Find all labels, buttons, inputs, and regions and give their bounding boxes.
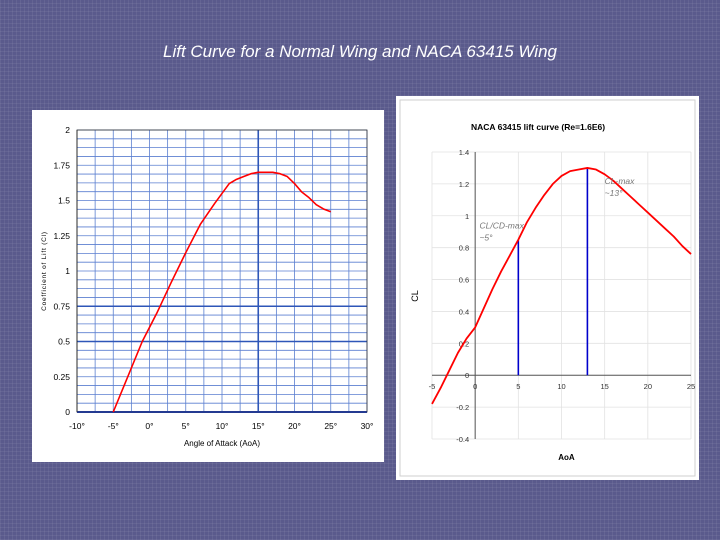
y-tick-label: 0.75 [53, 301, 70, 311]
x-tick-label: 10° [216, 421, 229, 431]
normal-wing-chart-panel: 0 0.25 0.5 0.75 1 1.25 1.5 1.75 2 -10° -5° 0° 5° 10° 1… [32, 110, 384, 462]
y-tick-label: 1.25 [53, 231, 70, 241]
y-tick-label: 0.8 [459, 244, 469, 253]
naca-63415-lift-chart: NACA 63415 lift curve (Re=1.6E6) -0.4 -0.2… [399, 99, 696, 477]
x-axis-label: Angle of Attack (AoA) [184, 439, 260, 448]
y-tick-label: 1.75 [53, 160, 70, 170]
x-tick-label: 10 [557, 382, 565, 391]
x-tick-label: 5° [182, 421, 190, 431]
y-tick-label: 1 [65, 266, 70, 276]
x-tick-label: 15° [252, 421, 265, 431]
slide-title: Lift Curve for a Normal Wing and NACA 63… [162, 42, 557, 61]
x-tick-label: 25° [324, 421, 337, 431]
x-tick-label: 20 [644, 382, 652, 391]
series-line-normal-wing [112, 171, 332, 413]
normal-wing-lift-chart: 0 0.25 0.5 0.75 1 1.25 1.5 1.75 2 -10° -5° 0° 5° 10° 1… [41, 125, 374, 448]
x-tick-label: 25 [687, 382, 695, 391]
chart-outer-frame [399, 99, 696, 477]
y-tick-label: 0.6 [459, 276, 469, 285]
x-tick-label: -10° [69, 421, 85, 431]
x-tick-label: 5 [516, 382, 520, 391]
y-tick-label: -0.4 [456, 435, 469, 444]
x-tick-label: 15 [600, 382, 608, 391]
x-tick-label: 20° [288, 421, 301, 431]
annotation-cl-max: CL-max [605, 176, 636, 186]
y-tick-label: 1 [465, 212, 469, 221]
y-tick-label: 0 [465, 371, 469, 380]
y-tick-label: 1.4 [459, 148, 469, 157]
y-tick-label: 2 [65, 125, 70, 135]
y-tick-label: 1.2 [459, 180, 469, 189]
y-tick-label: -0.2 [456, 403, 469, 412]
y-tick-label: 0.5 [58, 337, 70, 347]
annotation-cl-max: ~13° [605, 188, 623, 198]
x-tick-label: 0° [145, 421, 153, 431]
y-tick-label: 0.25 [53, 372, 70, 382]
plot-frame [76, 129, 368, 413]
annotation-cl-cd-max: CL/CD-max [479, 221, 524, 231]
chart-title: NACA 63415 lift curve (Re=1.6E6) [471, 122, 605, 132]
x-tick-label: -5° [108, 421, 119, 431]
x-tick-label: 30° [361, 421, 374, 431]
naca-chart-panel: NACA 63415 lift curve (Re=1.6E6) -0.4 -0.2… [396, 96, 699, 480]
series-line-naca-63415 [431, 167, 692, 405]
x-tick-label: -5 [429, 382, 436, 391]
y-axis-label: CL [410, 290, 420, 302]
x-axis-label: AoA [558, 453, 575, 462]
y-axis-label: Coefficient of Lift (Cl) [41, 231, 48, 311]
y-tick-label: 0.4 [459, 307, 469, 316]
annotation-cl-cd-max: ~5° [479, 233, 493, 243]
y-tick-label: 0 [65, 407, 70, 417]
y-tick-label: 1.5 [58, 196, 70, 206]
x-tick-label: 0 [473, 382, 477, 391]
